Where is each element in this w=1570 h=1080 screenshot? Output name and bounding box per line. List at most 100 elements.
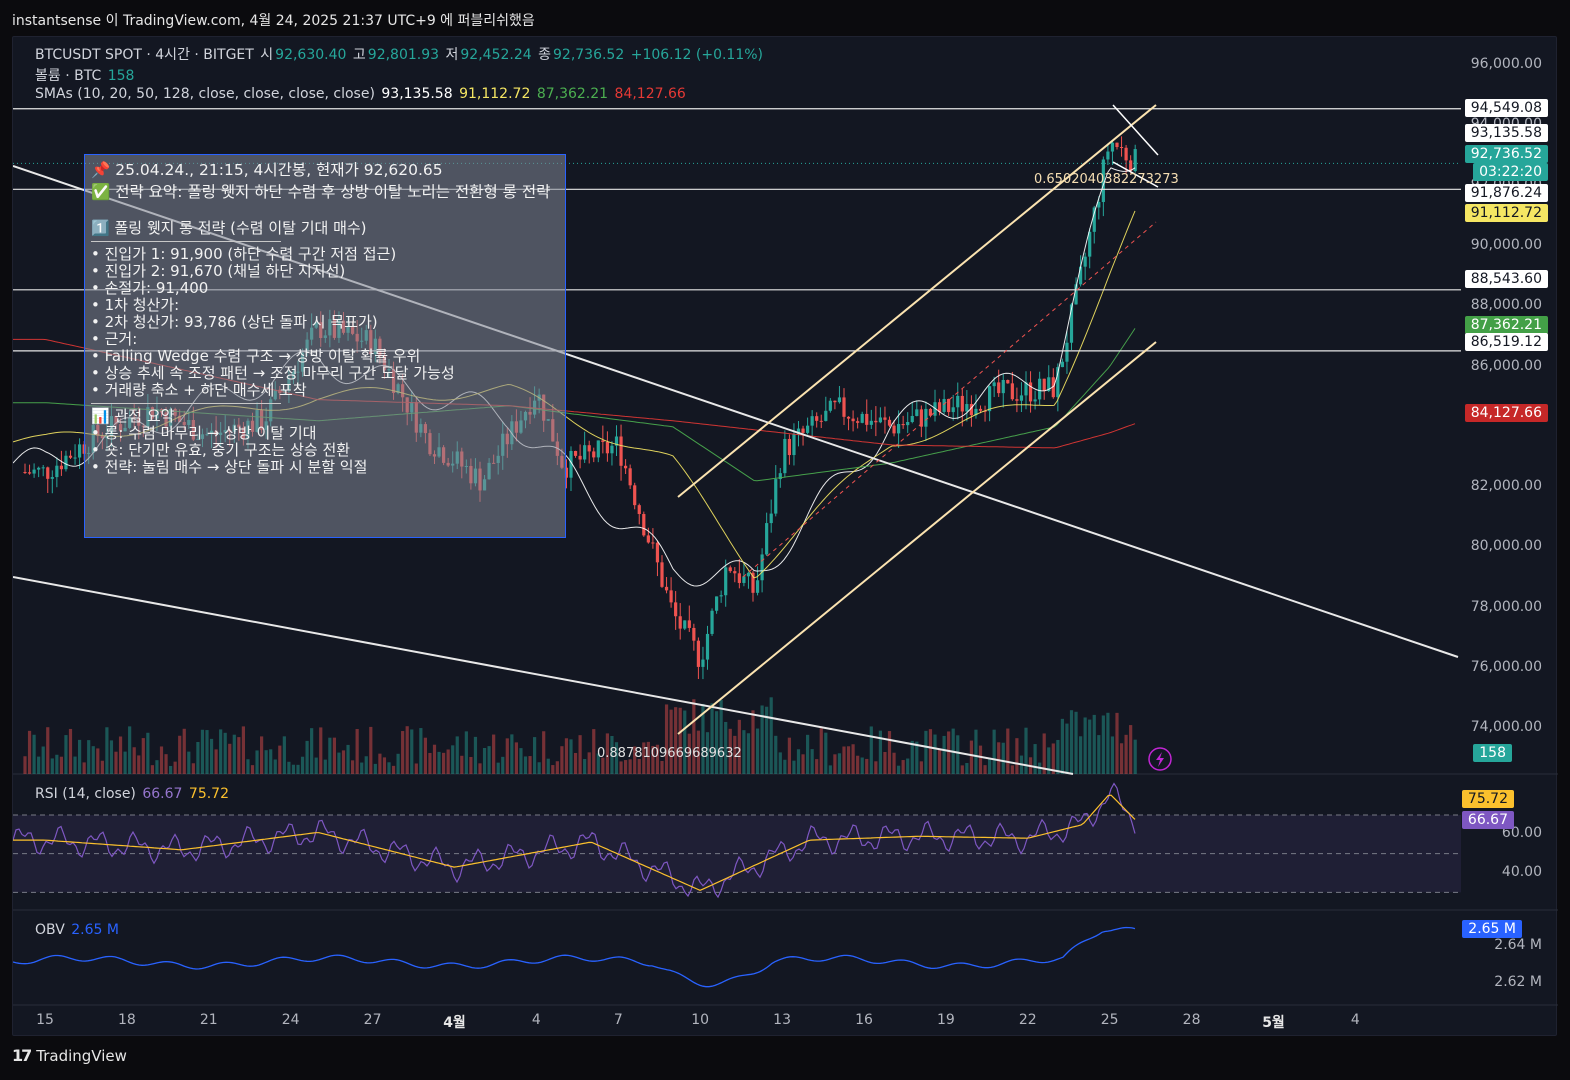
volume-legend: 볼륨 · BTC 158 xyxy=(35,65,136,85)
rsi-badge: 66.67 xyxy=(1461,811,1514,829)
note-line: • 1차 청산가: xyxy=(91,296,180,314)
candle-body xyxy=(760,554,764,581)
volume-bar xyxy=(442,752,446,774)
candle-body xyxy=(742,576,746,583)
volume-bar xyxy=(159,746,164,774)
candle-body xyxy=(901,424,905,426)
price-tick-label: 76,000.00 xyxy=(1470,659,1542,675)
volume-bar xyxy=(364,756,368,774)
note-line: • 거래량 축소 + 하단 매수세 포착 xyxy=(91,381,307,399)
volume-bar xyxy=(1024,727,1028,774)
candle-body xyxy=(892,425,896,434)
volume-bar xyxy=(164,754,168,774)
volume-bar xyxy=(988,757,992,774)
volume-bar xyxy=(482,747,487,774)
tradingview-logo-icon: 17 xyxy=(12,1046,32,1065)
candle-body xyxy=(1097,202,1101,208)
candle-body xyxy=(651,542,655,544)
candle-body xyxy=(1019,395,1024,401)
volume-bar xyxy=(614,742,619,774)
volume-bar xyxy=(997,742,1001,774)
note-line: 📌 25.04.24., 21:15, 4시간봉, 현재가 92,620.65 xyxy=(91,161,443,179)
volume-bar xyxy=(437,751,441,774)
volume-bar xyxy=(414,763,418,774)
fib-ratio-top-label: 0.6502040382273273 xyxy=(1034,172,1179,187)
volume-bar xyxy=(464,731,468,774)
candle-body xyxy=(1129,160,1133,172)
note-line: • 전략: 눌림 매수 → 상단 돌파 시 분할 익절 xyxy=(91,458,368,476)
candle-body xyxy=(715,596,719,611)
ascending-channel-median xyxy=(742,221,1157,578)
candle-body xyxy=(1119,147,1124,149)
volume-bar xyxy=(969,740,973,774)
candle-body xyxy=(1110,142,1115,152)
volume-bar xyxy=(933,734,937,774)
obv-tick-label: 2.64 M xyxy=(1494,937,1542,953)
rsi-value: 66.67 xyxy=(142,786,183,802)
volume-bar xyxy=(1015,738,1019,774)
candle-body xyxy=(1101,159,1105,203)
volume-bar xyxy=(992,729,996,774)
candle-body xyxy=(806,425,810,433)
candle-body xyxy=(592,451,596,458)
volume-bar xyxy=(241,726,245,774)
candle-body xyxy=(765,523,769,555)
note-line: • 손절가: 91,400 xyxy=(91,279,209,297)
time-tick-label: 19 xyxy=(936,1012,955,1028)
volume-bar xyxy=(587,752,591,774)
volume-bar xyxy=(1069,710,1074,774)
volume-bar xyxy=(1092,714,1096,774)
footer: 17 TradingView xyxy=(12,1046,127,1065)
volume-bar xyxy=(469,757,473,774)
volume-group xyxy=(23,697,1137,774)
price-tick-label: 86,000.00 xyxy=(1470,357,1542,374)
volume-bar xyxy=(787,737,791,774)
candle-body xyxy=(587,445,591,452)
time-tick-label: 4월 xyxy=(443,1015,466,1031)
time-tick-label: 15 xyxy=(36,1012,54,1028)
volume-bar xyxy=(305,740,309,774)
obv-value: 2.65 M xyxy=(71,922,119,938)
volume-bar xyxy=(273,759,277,774)
chart-frame[interactable]: 0.6502040382273273 0.8878109669689632 BTC… xyxy=(12,36,1558,1037)
volume-bar xyxy=(533,737,537,774)
volume-bar xyxy=(300,756,305,774)
volume-bar xyxy=(710,703,714,774)
candle-body xyxy=(68,455,73,458)
strategy-note[interactable]: 📌 25.04.24., 21:15, 4시간봉, 현재가 92,620.65 ✅… xyxy=(84,154,566,538)
volume-bar xyxy=(528,756,532,774)
open-value: 92,630.40 xyxy=(275,47,347,63)
candle-body xyxy=(997,382,1001,394)
volume-bar xyxy=(128,726,132,774)
volume-bar xyxy=(287,761,291,774)
candle-body xyxy=(956,395,960,408)
candle-body xyxy=(687,620,691,628)
note-line: • 진입가 2: 91,670 (채널 하단 지지선) xyxy=(91,262,346,280)
candle-body xyxy=(887,419,892,426)
candle-body xyxy=(796,428,801,435)
volume-bar xyxy=(755,728,760,774)
candle-body xyxy=(50,477,54,479)
volume-bar xyxy=(282,736,286,774)
price-badge-line: 88,543.60 xyxy=(1464,270,1548,288)
price-badge-sma50: 87,362.21 xyxy=(1464,316,1548,334)
candle-body xyxy=(869,420,873,425)
note-line: • 2차 청산가: 93,786 (상단 돌파 시 목표가) xyxy=(91,313,378,331)
volume-bar xyxy=(983,765,987,774)
volume-bar xyxy=(346,744,350,774)
volume-bar xyxy=(387,762,391,774)
volume-bar xyxy=(742,730,746,774)
symbol-label: BTCUSDT SPOT · 4시간 · BITGET xyxy=(35,47,254,63)
price-chart-svg[interactable]: 0.6502040382273273 0.8878109669689632 xyxy=(13,37,1558,1037)
candle-body xyxy=(860,413,864,423)
candle-body xyxy=(1038,378,1042,400)
candle-body xyxy=(965,404,969,412)
candle-body xyxy=(1010,383,1014,400)
candle-body xyxy=(624,465,628,469)
candle-body xyxy=(960,395,964,412)
candle-body xyxy=(1024,382,1028,396)
volume-bar xyxy=(492,734,496,774)
obv-badge: 2.65 M xyxy=(1462,920,1522,938)
time-tick-label: 4 xyxy=(531,1012,541,1028)
volume-bar xyxy=(674,707,678,774)
